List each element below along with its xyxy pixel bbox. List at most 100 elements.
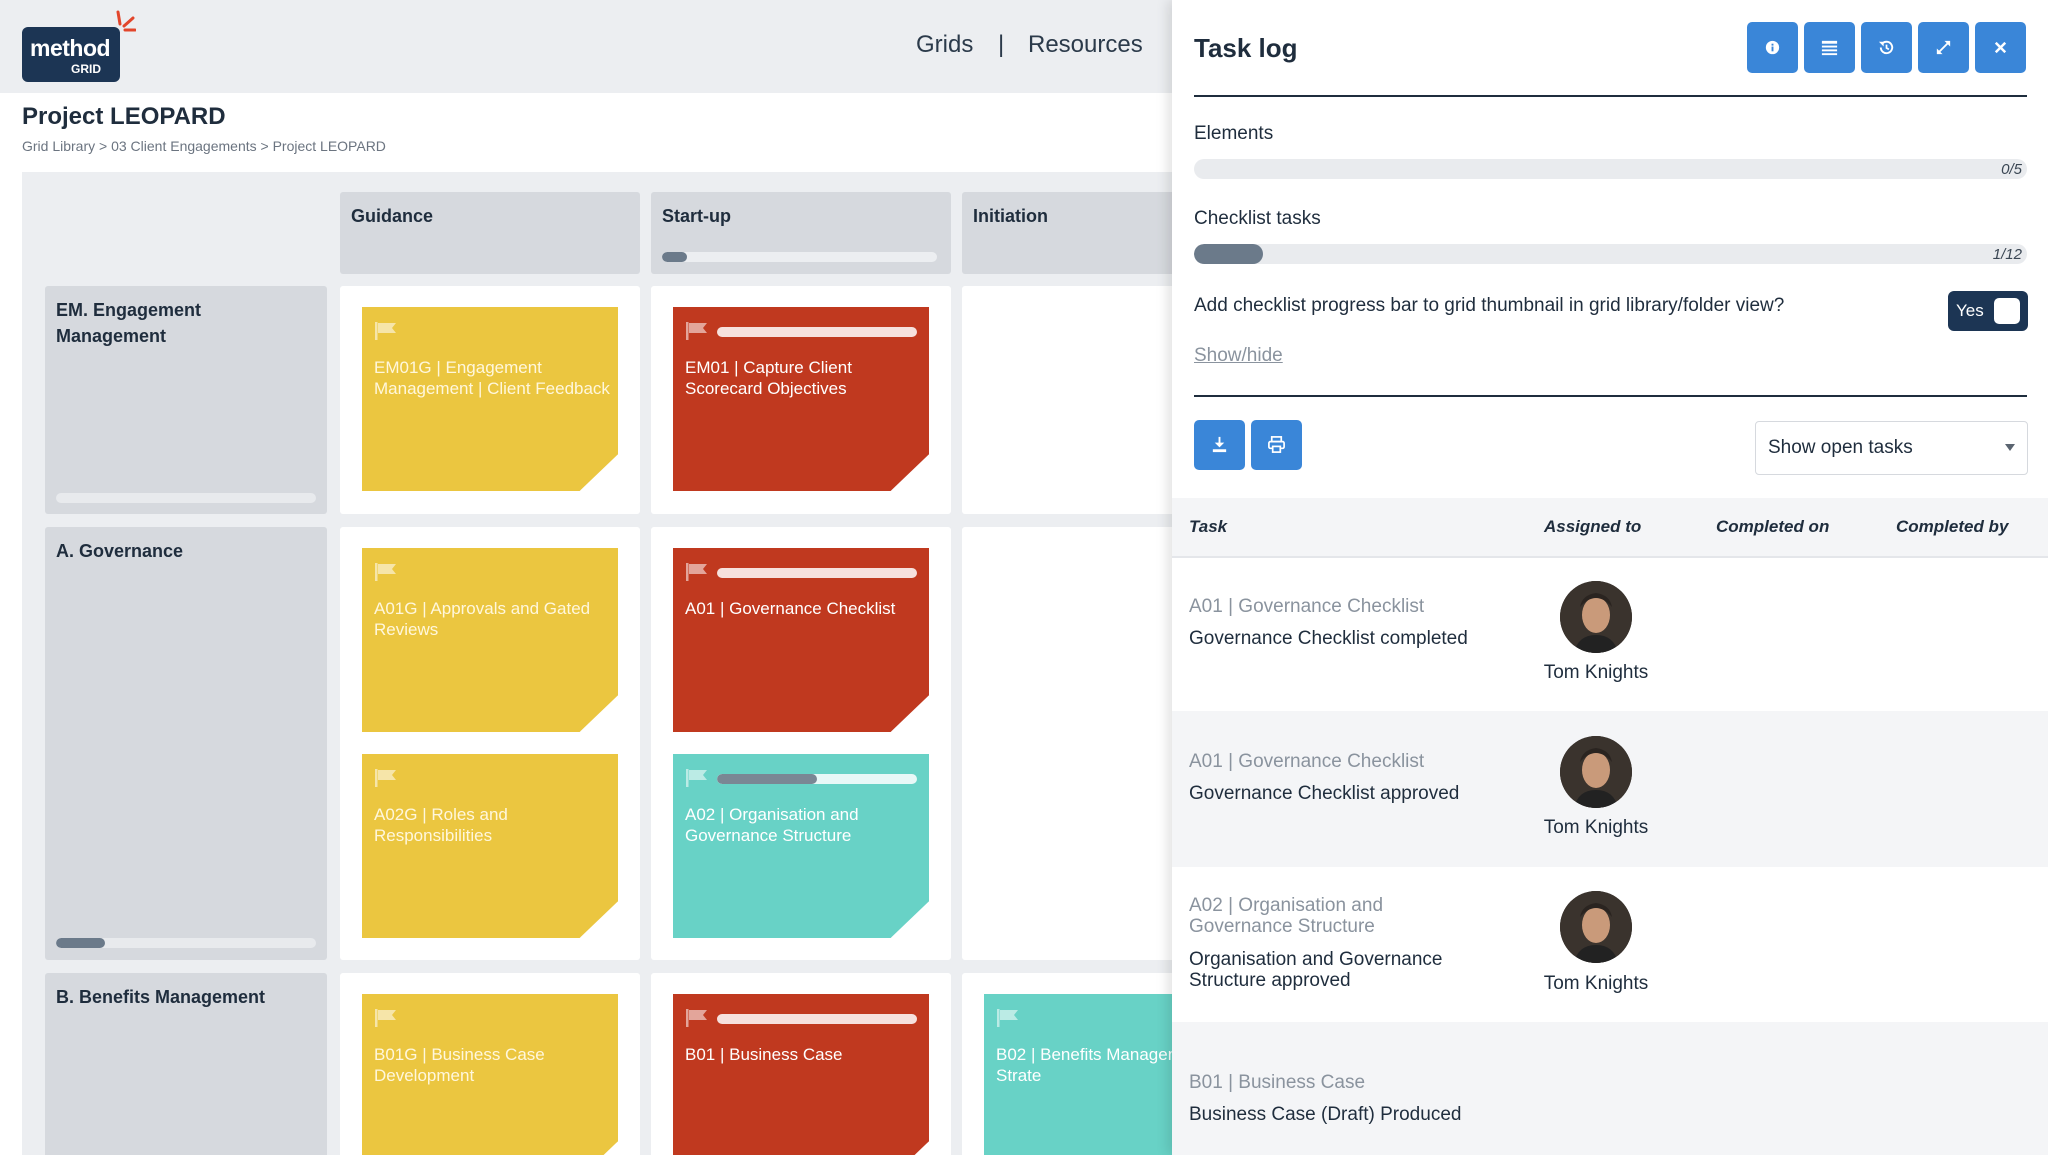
- thumbnail-setting-label: Add checklist progress bar to grid thumb…: [1194, 295, 1785, 316]
- list-icon: [1821, 40, 1838, 56]
- header-assigned-to[interactable]: Assigned to: [1544, 517, 1642, 536]
- method-grid-logo[interactable]: method GRID: [22, 10, 136, 82]
- task-log-panel: Task log Elements 0/5 Checklist tasks 1/…: [1172, 0, 2048, 1155]
- table-header: Task Assigned to Completed on Completed …: [1172, 498, 2048, 558]
- list-view-button[interactable]: [1804, 22, 1855, 73]
- info-icon: [1765, 40, 1780, 55]
- flag-icon: [375, 563, 396, 581]
- breadcrumb[interactable]: Grid Library > 03 Client Engagements > P…: [22, 138, 386, 154]
- expand-button[interactable]: [1918, 22, 1969, 73]
- card-title: B02 | Benefits Management Strate: [996, 1045, 1172, 1085]
- grid-cell: [962, 286, 1172, 514]
- close-button[interactable]: [1975, 22, 2026, 73]
- toggle-label: Yes: [1956, 301, 1984, 320]
- task-filter-value: Show open tasks: [1768, 437, 1913, 458]
- logo-word: method: [30, 35, 111, 61]
- show-hide-link[interactable]: Show/hide: [1194, 345, 1283, 366]
- info-button[interactable]: [1747, 22, 1798, 73]
- element-card-a02g[interactable]: A02G | Roles and Responsibilities: [362, 754, 618, 938]
- history-button[interactable]: [1861, 22, 1912, 73]
- print-button[interactable]: [1251, 420, 1302, 470]
- table-row[interactable]: A02 | Organisation and Governance Struct…: [1172, 867, 2048, 1022]
- flag-icon: [686, 769, 707, 787]
- table-row[interactable]: A01 | Governance Checklist Governance Ch…: [1172, 711, 2048, 867]
- row-label: EM. Engagement Management: [56, 300, 202, 346]
- row-label: B. Benefits Management: [56, 987, 266, 1007]
- assignee-name: Tom Knights: [1543, 973, 1649, 994]
- person-avatar-icon: [1560, 581, 1632, 653]
- card-title: B01 | Business Case: [685, 1045, 843, 1064]
- flag-icon: [375, 769, 396, 787]
- card-title: A01 | Governance Checklist: [685, 599, 896, 618]
- element-card-b01[interactable]: B01 | Business Case: [673, 994, 929, 1155]
- checklist-tasks-label: Checklist tasks: [1194, 208, 1321, 229]
- row-element: B01 | Business Case: [1189, 1072, 1366, 1093]
- row-task: Governance Checklist completed: [1189, 628, 1468, 649]
- element-card-a02[interactable]: A02 | Organisation and Governance Struct…: [673, 754, 929, 938]
- column-progress-bar: [662, 252, 937, 262]
- task-filter-select[interactable]: Show open tasks: [1755, 421, 2028, 475]
- download-icon: [1212, 436, 1227, 453]
- element-card-em01g[interactable]: EM01G | Engagement Management | Client F…: [362, 307, 618, 491]
- row-element: A02 | Organisation and Governance Struct…: [1189, 895, 1384, 937]
- divider: [1194, 95, 2027, 97]
- toggle-knob: [1994, 298, 2020, 324]
- card-progress-bar: [717, 568, 917, 578]
- card-progress-bar: [717, 1014, 917, 1024]
- element-card-a01[interactable]: A01 | Governance Checklist: [673, 548, 929, 732]
- person-avatar-icon: [1560, 736, 1632, 808]
- column-header-start-up[interactable]: Start-up: [651, 192, 951, 274]
- row-header-engagement-management[interactable]: EM. Engagement Management: [45, 286, 327, 514]
- row-task: Governance Checklist approved: [1189, 783, 1460, 804]
- chevron-down-icon: [2005, 444, 2015, 451]
- column-header-initiation[interactable]: Initiation: [962, 192, 1172, 274]
- checklist-count: 1/12: [1992, 246, 2022, 263]
- flag-icon: [375, 322, 396, 340]
- flag-icon: [997, 1009, 1018, 1027]
- row-header-benefits-management[interactable]: B. Benefits Management: [45, 973, 327, 1155]
- history-icon: [1878, 40, 1894, 55]
- header-task[interactable]: Task: [1189, 517, 1228, 536]
- spark-icon: [116, 10, 136, 32]
- card-title: A01G | Approvals and Gated Reviews: [374, 599, 591, 639]
- avatar: [1560, 581, 1632, 653]
- row-element: A01 | Governance Checklist: [1189, 596, 1425, 617]
- row-label: A. Governance: [56, 541, 184, 561]
- panel-title: Task log: [1194, 33, 1298, 63]
- logo-sub: GRID: [71, 62, 101, 76]
- row-progress-bar: [56, 493, 316, 503]
- checklist-progress-fill: [1194, 244, 1264, 264]
- table-row[interactable]: A01 | Governance Checklist Governance Ch…: [1172, 556, 2048, 711]
- element-card-em01[interactable]: EM01 | Capture Client Scorecard Objectiv…: [673, 307, 929, 491]
- elements-progress-bar: [1194, 159, 2027, 179]
- header-completed-on[interactable]: Completed on: [1716, 517, 1830, 536]
- table-row[interactable]: B01 | Business Case Business Case (Draft…: [1172, 1022, 2048, 1155]
- thumbnail-progress-toggle[interactable]: Yes: [1948, 291, 2028, 331]
- nav-grids-link[interactable]: Grids: [916, 31, 974, 58]
- row-header-governance[interactable]: A. Governance: [45, 527, 327, 960]
- element-card-b01g[interactable]: B01G | Business Case Development: [362, 994, 618, 1155]
- flag-icon: [686, 1009, 707, 1027]
- grid-board: Guidance Start-up Initiation EM. Engagem…: [22, 172, 1172, 1155]
- column-label: Start-up: [662, 206, 731, 226]
- avatar: [1560, 891, 1632, 963]
- download-button[interactable]: [1194, 420, 1245, 470]
- top-bar: method GRID Grids | Resources: [0, 0, 1172, 93]
- card-title: A02 | Organisation and Governance Struct…: [685, 805, 859, 845]
- element-card-a01g[interactable]: A01G | Approvals and Gated Reviews: [362, 548, 618, 732]
- flag-icon: [375, 1009, 396, 1027]
- grid-cell: [962, 527, 1172, 960]
- avatar: [1560, 736, 1632, 808]
- elements-count: 0/5: [2001, 161, 2022, 178]
- row-progress-fill: [56, 938, 106, 948]
- card-progress-bar: [717, 774, 917, 784]
- header-completed-by[interactable]: Completed by: [1896, 517, 2009, 536]
- nav-resources-link[interactable]: Resources: [1028, 31, 1143, 58]
- person-avatar-icon: [1560, 891, 1632, 963]
- checklist-progress-bar: [1194, 244, 2027, 264]
- print-icon: [1268, 436, 1285, 453]
- column-label: Guidance: [351, 206, 434, 226]
- column-header-guidance[interactable]: Guidance: [340, 192, 640, 274]
- card-title: EM01 | Capture Client Scorecard Objectiv…: [685, 358, 852, 398]
- element-card-b02[interactable]: B02 | Benefits Management Strate: [984, 994, 1172, 1155]
